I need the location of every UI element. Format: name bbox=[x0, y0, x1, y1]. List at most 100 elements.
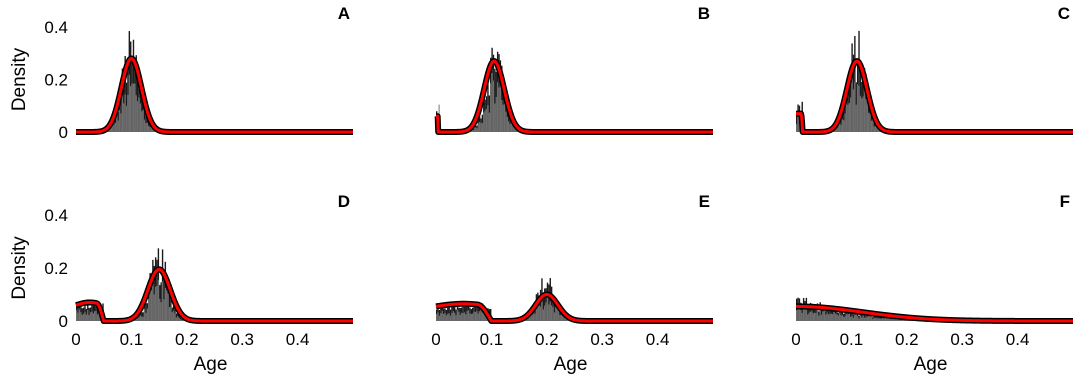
histogram-bar-inner bbox=[492, 80, 495, 132]
histogram-bar-inner bbox=[855, 314, 857, 321]
x-tick-label: 0.4 bbox=[286, 330, 310, 349]
histogram-bar-inner bbox=[89, 312, 92, 321]
histogram-bar-inner bbox=[845, 313, 848, 321]
histogram-bar bbox=[178, 314, 180, 321]
histogram-bar-inner bbox=[863, 317, 866, 321]
histogram-bar-inner bbox=[120, 113, 122, 132]
histogram-bar-inner bbox=[513, 126, 515, 132]
x-axis-title: Age bbox=[554, 354, 588, 375]
histogram-bar-inner bbox=[837, 315, 839, 321]
histogram-bar-inner bbox=[134, 319, 136, 321]
histogram-bar bbox=[544, 288, 546, 321]
x-tick-label: 0.2 bbox=[895, 330, 919, 349]
histogram-bar-inner bbox=[876, 125, 878, 132]
histogram-bar-inner bbox=[796, 310, 798, 321]
histogram-bar-inner bbox=[834, 313, 837, 321]
histogram-bar-inner bbox=[474, 127, 477, 132]
histogram-bar-inner bbox=[553, 312, 556, 321]
histogram-bar bbox=[890, 317, 892, 321]
histogram-bar-inner bbox=[92, 313, 95, 321]
histogram-bar bbox=[449, 309, 452, 321]
histogram-bar-inner bbox=[844, 113, 846, 132]
histogram-bar-inner bbox=[825, 314, 827, 321]
histogram-bar-inner bbox=[838, 121, 841, 132]
histogram-bar bbox=[796, 115, 798, 132]
histogram-bar-inner bbox=[877, 318, 880, 321]
histogram-bar-inner bbox=[832, 314, 834, 321]
histogram-bar-inner bbox=[808, 312, 810, 321]
histogram-bar-inner bbox=[462, 312, 464, 321]
histogram-bar-inner bbox=[499, 83, 502, 132]
histogram-bar-inner bbox=[816, 309, 819, 321]
histogram-bar-inner bbox=[866, 100, 869, 132]
histogram-bar-inner bbox=[883, 318, 885, 321]
histogram-bar-inner bbox=[487, 105, 489, 132]
histogram-bar-inner bbox=[801, 312, 803, 321]
fit-curve bbox=[75, 57, 354, 134]
histogram-bar-inner bbox=[858, 85, 860, 132]
x-tick-label: 0.1 bbox=[840, 330, 864, 349]
histogram-bar-inner bbox=[156, 285, 158, 321]
histogram-bar bbox=[77, 304, 79, 321]
histogram-bar-inner bbox=[76, 310, 78, 321]
histogram-bar-inner bbox=[161, 281, 164, 321]
histogram-bar-inner bbox=[148, 125, 150, 132]
histogram-bar-inner bbox=[436, 313, 438, 321]
histogram-bar-inner bbox=[862, 96, 864, 132]
histogram-1 bbox=[829, 30, 885, 133]
histogram-bar-inner bbox=[480, 309, 482, 321]
histogram-bar-inner bbox=[550, 305, 553, 321]
histogram-bar-inner bbox=[812, 313, 815, 321]
histogram-bar-inner bbox=[892, 319, 895, 321]
histogram-bar-inner bbox=[804, 307, 806, 321]
histogram-bar-inner bbox=[109, 127, 111, 132]
histogram-bar bbox=[454, 304, 456, 321]
histogram-bar-inner bbox=[142, 109, 144, 132]
histogram-bar-inner bbox=[800, 309, 802, 321]
histogram-bar-inner bbox=[466, 311, 468, 321]
panel-b: B bbox=[433, 4, 716, 135]
x-tick-label: 0 bbox=[791, 330, 800, 349]
histogram-bar-inner bbox=[438, 315, 441, 321]
histogram-bar-inner bbox=[451, 312, 453, 321]
histogram-bar-inner bbox=[456, 309, 459, 321]
histogram-bar-inner bbox=[174, 313, 176, 321]
histogram-bar-inner bbox=[447, 313, 449, 321]
panel-a: 0 0.2 0.4 Density A bbox=[9, 4, 356, 142]
histogram-bar-inner bbox=[463, 312, 466, 321]
histogram-bar-inner bbox=[535, 305, 538, 321]
y-tick-label: 0 bbox=[59, 123, 68, 142]
histogram-bar-inner bbox=[472, 129, 474, 132]
histogram-bar-inner bbox=[532, 313, 535, 321]
histogram-bar-inner bbox=[509, 123, 511, 132]
histogram-bar-inner bbox=[869, 316, 871, 321]
histogram-bar-inner bbox=[130, 86, 132, 132]
histogram-bar-inner bbox=[894, 319, 896, 321]
histogram-bar bbox=[501, 65, 503, 132]
histogram-bar-inner bbox=[539, 306, 542, 321]
histogram-bar-inner bbox=[478, 121, 481, 132]
histogram-bar-inner bbox=[845, 103, 848, 132]
histogram-bar-inner bbox=[88, 314, 90, 321]
histogram-bar-inner bbox=[528, 315, 531, 321]
histogram-bar-inner bbox=[858, 318, 860, 321]
histogram-bar-inner bbox=[141, 316, 143, 321]
histogram-bar-inner bbox=[514, 128, 517, 132]
histogram-bar-inner bbox=[150, 126, 153, 132]
histogram-bar-inner bbox=[117, 120, 119, 132]
histogram-bar-inner bbox=[868, 112, 870, 132]
histogram-bar-inner bbox=[897, 318, 899, 321]
histogram-bar-inner bbox=[454, 312, 456, 321]
histogram-bar-inner bbox=[485, 108, 488, 132]
histogram-bar bbox=[451, 303, 453, 321]
histogram-bar bbox=[438, 309, 441, 321]
histogram-bar-inner bbox=[503, 103, 506, 132]
panel-e: 0 0.1 0.2 0.3 0.4 Age E bbox=[431, 192, 716, 375]
y-axis-title: Density bbox=[9, 236, 30, 300]
histogram-bar-inner bbox=[441, 310, 443, 321]
histogram-bar-inner bbox=[530, 315, 532, 321]
histogram-bar-inner bbox=[876, 318, 878, 321]
histogram-bar bbox=[88, 307, 90, 321]
histogram-bar-inner bbox=[545, 302, 547, 321]
histogram-bar-inner bbox=[107, 129, 110, 132]
